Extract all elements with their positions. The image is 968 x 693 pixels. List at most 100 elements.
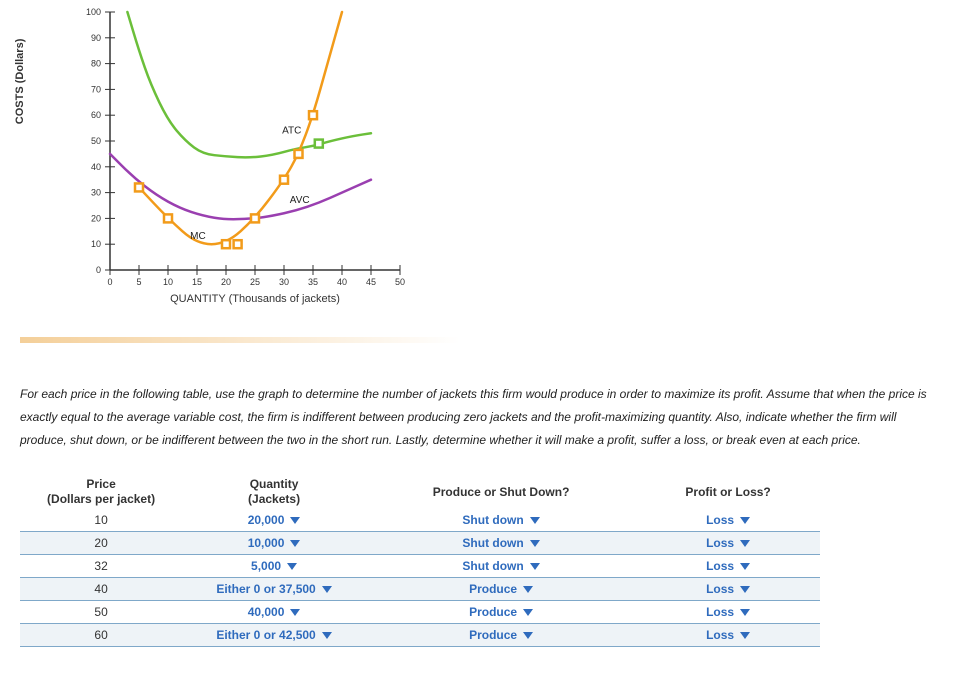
svg-text:0: 0 [107, 277, 112, 287]
produce-dropdown-value: Shut down [462, 513, 523, 527]
table-row: 20 10,000 Shut down Loss [20, 532, 820, 555]
profit-dropdown-cell: Loss [636, 601, 820, 624]
price-cell: 40 [20, 578, 182, 601]
svg-text:50: 50 [395, 277, 405, 287]
chevron-down-icon [740, 632, 750, 639]
price-cell: 20 [20, 532, 182, 555]
quantity-dropdown[interactable]: 5,000 [190, 559, 358, 573]
produce-dropdown-cell: Shut down [366, 509, 636, 532]
quantity-dropdown-cell: 5,000 [182, 555, 366, 578]
profit-dropdown[interactable]: Loss [644, 582, 812, 596]
produce-dropdown[interactable]: Produce [374, 628, 628, 642]
svg-text:ATC: ATC [282, 125, 301, 136]
chevron-down-icon [322, 632, 332, 639]
profit-dropdown-cell: Loss [636, 624, 820, 647]
quantity-dropdown-cell: Either 0 or 42,500 [182, 624, 366, 647]
quantity-dropdown-cell: Either 0 or 37,500 [182, 578, 366, 601]
produce-dropdown-value: Produce [469, 628, 517, 642]
profit-dropdown-cell: Loss [636, 509, 820, 532]
table-row: 60 Either 0 or 42,500 Produce Loss [20, 624, 820, 647]
quantity-dropdown-cell: 40,000 [182, 601, 366, 624]
quantity-dropdown-value: 10,000 [248, 536, 285, 550]
table-row: 10 20,000 Shut down Loss [20, 509, 820, 532]
header-produce: Produce or Shut Down? [366, 475, 636, 509]
decision-table: Price (Dollars per jacket) Quantity (Jac… [20, 475, 820, 647]
chevron-down-icon [530, 540, 540, 547]
gradient-divider [20, 337, 460, 343]
quantity-dropdown[interactable]: 10,000 [190, 536, 358, 550]
header-price-line2: (Dollars per jacket) [47, 492, 155, 506]
svg-text:50: 50 [91, 136, 101, 146]
price-cell: 10 [20, 509, 182, 532]
quantity-dropdown[interactable]: Either 0 or 37,500 [190, 582, 358, 596]
chevron-down-icon [290, 540, 300, 547]
header-quantity-line2: (Jackets) [248, 492, 300, 506]
profit-dropdown-value: Loss [706, 582, 734, 596]
svg-text:80: 80 [91, 59, 101, 69]
chevron-down-icon [523, 586, 533, 593]
svg-text:100: 100 [86, 7, 101, 17]
svg-text:40: 40 [91, 162, 101, 172]
produce-dropdown[interactable]: Shut down [374, 536, 628, 550]
svg-text:20: 20 [221, 277, 231, 287]
chevron-down-icon [740, 586, 750, 593]
table-row: 40 Either 0 or 37,500 Produce Loss [20, 578, 820, 601]
header-profit: Profit or Loss? [636, 475, 820, 509]
svg-text:30: 30 [91, 188, 101, 198]
quantity-dropdown-value: 5,000 [251, 559, 281, 573]
svg-text:QUANTITY (Thousands of jackets: QUANTITY (Thousands of jackets) [170, 293, 340, 305]
produce-dropdown-cell: Produce [366, 624, 636, 647]
produce-dropdown-value: Shut down [462, 559, 523, 573]
header-quantity-line1: Quantity [250, 477, 299, 491]
cost-chart-svg: 0510152025303540455001020304050607080901… [50, 4, 410, 314]
svg-text:90: 90 [91, 33, 101, 43]
profit-dropdown[interactable]: Loss [644, 628, 812, 642]
profit-dropdown[interactable]: Loss [644, 605, 812, 619]
profit-dropdown-value: Loss [706, 536, 734, 550]
price-cell: 50 [20, 601, 182, 624]
profit-dropdown-cell: Loss [636, 532, 820, 555]
svg-text:10: 10 [163, 277, 173, 287]
produce-dropdown-value: Produce [469, 605, 517, 619]
quantity-dropdown[interactable]: 40,000 [190, 605, 358, 619]
quantity-dropdown[interactable]: Either 0 or 42,500 [190, 628, 358, 642]
profit-dropdown[interactable]: Loss [644, 559, 812, 573]
profit-dropdown-value: Loss [706, 628, 734, 642]
produce-dropdown-cell: Shut down [366, 532, 636, 555]
chevron-down-icon [740, 563, 750, 570]
profit-dropdown-cell: Loss [636, 578, 820, 601]
svg-text:10: 10 [91, 239, 101, 249]
chevron-down-icon [530, 563, 540, 570]
produce-dropdown[interactable]: Produce [374, 582, 628, 596]
chevron-down-icon [290, 609, 300, 616]
header-quantity: Quantity (Jackets) [182, 475, 366, 509]
chevron-down-icon [290, 517, 300, 524]
chevron-down-icon [740, 540, 750, 547]
chevron-down-icon [530, 517, 540, 524]
chevron-down-icon [740, 517, 750, 524]
quantity-dropdown-value: 20,000 [248, 513, 285, 527]
svg-text:25: 25 [250, 277, 260, 287]
table-row: 325,000Shut downLoss [20, 555, 820, 578]
profit-dropdown-value: Loss [706, 513, 734, 527]
chevron-down-icon [523, 632, 533, 639]
svg-text:MC: MC [190, 231, 206, 242]
quantity-dropdown[interactable]: 20,000 [190, 513, 358, 527]
svg-text:15: 15 [192, 277, 202, 287]
produce-dropdown[interactable]: Shut down [374, 559, 628, 573]
table-row: 50 40,000 Produce Loss [20, 601, 820, 624]
profit-dropdown[interactable]: Loss [644, 513, 812, 527]
profit-dropdown-cell: Loss [636, 555, 820, 578]
quantity-dropdown-cell: 10,000 [182, 532, 366, 555]
profit-dropdown[interactable]: Loss [644, 536, 812, 550]
svg-text:30: 30 [279, 277, 289, 287]
svg-text:0: 0 [96, 265, 101, 275]
profit-dropdown-value: Loss [706, 559, 734, 573]
produce-dropdown[interactable]: Shut down [374, 513, 628, 527]
produce-dropdown[interactable]: Produce [374, 605, 628, 619]
chevron-down-icon [322, 586, 332, 593]
y-axis-label: COSTS (Dollars) [14, 38, 26, 124]
price-cell: 60 [20, 624, 182, 647]
svg-text:AVC: AVC [290, 195, 310, 206]
produce-dropdown-cell: Produce [366, 601, 636, 624]
